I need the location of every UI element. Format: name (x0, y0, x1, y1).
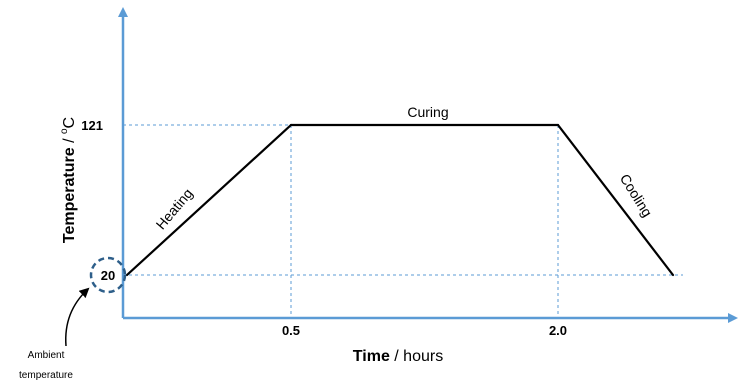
y-tick-label-20: 20 (101, 268, 115, 283)
x-axis-label: Time / hours (353, 348, 443, 365)
x-axis-label-bold: Time (353, 348, 390, 365)
segment-label-cooling: Cooling (617, 171, 656, 220)
annotation-line1: Ambient (28, 350, 65, 361)
x-axis-label-rest: / hours (390, 348, 443, 365)
annotation-arrow (65, 287, 90, 347)
heating-segment (125, 123, 293, 277)
temperature-profile-series (125, 123, 675, 277)
x-tick-label-0.5: 0.5 (282, 323, 300, 338)
x-tick-label-2.0: 2.0 (549, 323, 567, 338)
tick-labels: 0.5 2.0 121 20 (81, 118, 567, 338)
guide-lines (123, 124, 683, 318)
y-tick-label-121: 121 (81, 118, 103, 133)
y-axis-unit: C (61, 117, 78, 129)
y-axis-label-bold: Temperature (61, 147, 78, 243)
y-axis-label: Temperature / oC (59, 117, 78, 243)
cooling-segment (556, 123, 675, 277)
segment-label-heating: Heating (153, 185, 196, 232)
segment-label-curing: Curing (407, 104, 448, 120)
annotation-line2: temperature (19, 370, 73, 381)
y-axis-unit-degree: o (59, 128, 70, 134)
ambient-highlight-circle (89, 256, 127, 294)
y-axis-label-rest: / (61, 134, 78, 147)
